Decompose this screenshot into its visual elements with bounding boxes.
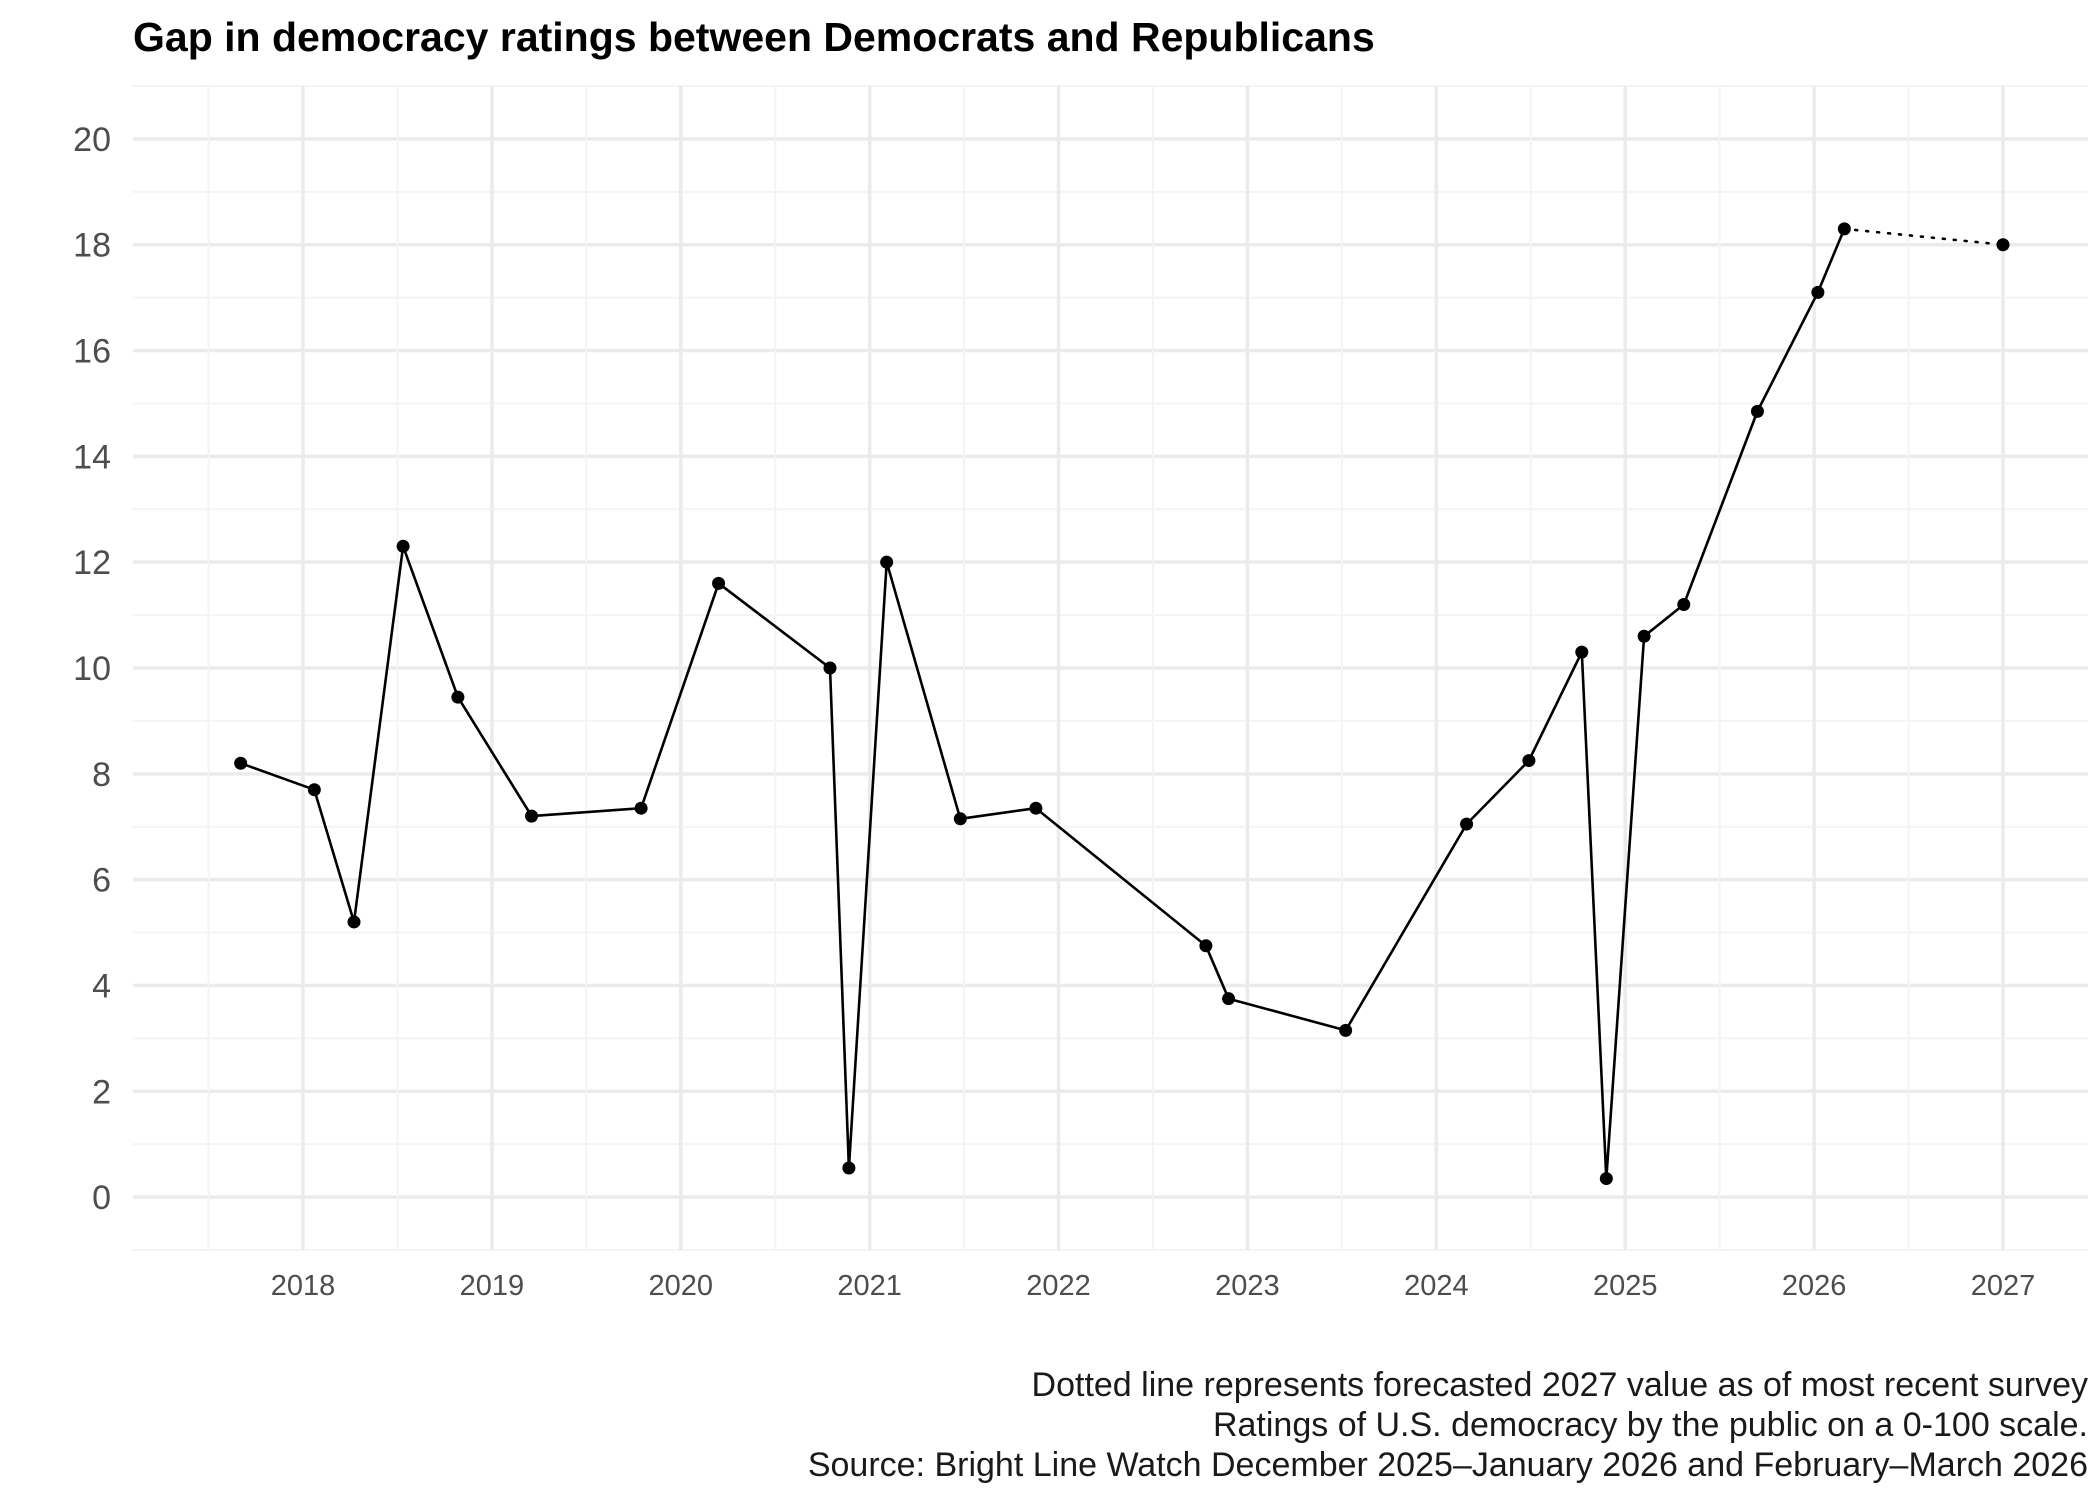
x-tick-label: 2027 [1971,1270,2036,1302]
axis-tick-labels: 0 2 4 6 8 10 12 14 16 18 20 2018 2019 2020 2021 2022 202… [73,121,2035,1302]
y-tick-label: 10 [73,650,111,688]
data-point [712,576,726,590]
caption-scale-note: Ratings of U.S. democracy by the public … [1212,1406,2088,1444]
x-tick-label: 2025 [1593,1270,1658,1302]
x-tick-label: 2026 [1782,1270,1847,1302]
y-tick-label: 0 [92,1179,111,1217]
data-point [1199,939,1213,953]
y-tick-label: 12 [73,544,111,582]
data-point [634,801,648,815]
data-point [234,756,248,770]
y-tick-label: 6 [92,862,111,900]
y-tick-label: 2 [92,1073,111,1111]
caption-forecast-note: Dotted line represents forecasted 2027 v… [1031,1366,2088,1404]
data-point [1811,285,1825,299]
y-tick-label: 4 [92,967,111,1005]
chart-title: Gap in democracy ratings between Democra… [133,14,1375,60]
data-point [1599,1172,1613,1186]
data-point [1460,817,1474,831]
x-tick-label: 2020 [649,1270,714,1302]
data-point [1222,992,1236,1006]
data-point [1750,404,1764,418]
x-tick-label: 2022 [1026,1270,1091,1302]
y-tick-label: 16 [73,333,111,371]
data-points [234,222,2010,1186]
data-point [525,809,539,823]
data-point [1339,1023,1353,1037]
y-tick-label: 14 [73,438,111,476]
series-lines [240,227,2005,1180]
y-tick-label: 18 [73,227,111,265]
data-point [396,539,410,553]
y-tick-label: 8 [92,756,111,794]
caption-source: Source: Bright Line Watch December 2025–… [807,1446,2088,1484]
data-point [880,555,894,569]
data-point [842,1161,856,1175]
y-tick-label: 20 [73,121,111,159]
data-point [823,661,837,675]
forecast-data-point [1996,238,2010,252]
data-point [307,783,321,797]
observed-series-line [240,228,1846,1180]
data-point [1575,645,1589,659]
data-point [451,690,465,704]
data-point [1837,222,1851,236]
data-point [953,812,967,826]
grid-lines [133,85,2088,1251]
data-point [1522,754,1536,768]
data-point [347,915,361,929]
data-point [1677,598,1691,612]
forecast-dotted-line [1843,227,2005,246]
data-point [1637,629,1651,643]
x-tick-label: 2019 [460,1270,525,1302]
x-tick-label: 2024 [1404,1270,1469,1302]
x-tick-label: 2021 [837,1270,902,1302]
x-tick-label: 2018 [271,1270,336,1302]
x-tick-label: 2023 [1215,1270,1280,1302]
data-point [1029,801,1043,815]
